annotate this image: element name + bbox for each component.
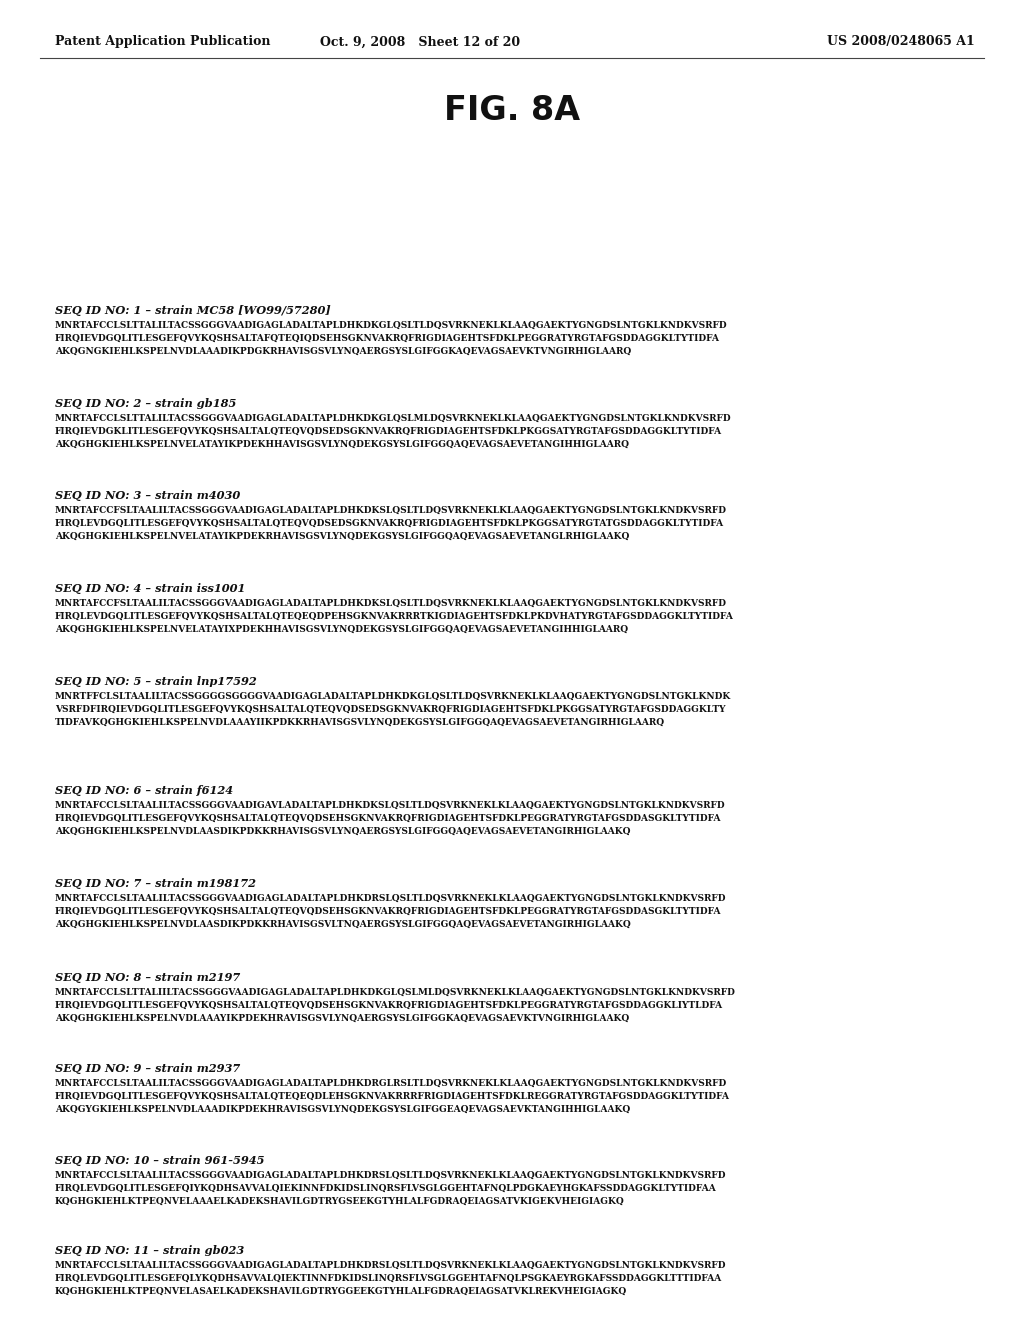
Text: FIRQIEVDGQLITLESGEFQVYKQSHSALTALQTEQVQDSEHSGKNVAKRQFRIGDIAGEHTSFDKLPEGGRATYRGTAF: FIRQIEVDGQLITLESGEFQVYKQSHSALTALQTEQVQDS… xyxy=(55,1001,723,1010)
Text: AKQGHGKIEHLKSPELNVELATAYIKPDEKHHAVISGSVLYNQDEKGSYSLGIFGGQAQEVAGSAEVETANGIHHIGLAA: AKQGHGKIEHLKSPELNVELATAYIKPDEKHHAVISGSVL… xyxy=(55,440,629,449)
Text: MNRTAFCCLSLTTALILTACSSGGGVAADIGAGLADALTAPLDHKDKGLQSLMLDQSVRKNEKLKLAAQGAEKTYGNGDS: MNRTAFCCLSLTTALILTACSSGGGVAADIGAGLADALTA… xyxy=(55,414,731,422)
Text: SEQ ID NO: 4 – strain iss1001: SEQ ID NO: 4 – strain iss1001 xyxy=(55,583,246,594)
Text: SEQ ID NO: 1 – strain MC58 [WO99/57280]: SEQ ID NO: 1 – strain MC58 [WO99/57280] xyxy=(55,305,331,315)
Text: SEQ ID NO: 9 – strain m2937: SEQ ID NO: 9 – strain m2937 xyxy=(55,1063,241,1074)
Text: SEQ ID NO: 11 – strain gb023: SEQ ID NO: 11 – strain gb023 xyxy=(55,1245,245,1257)
Text: AKQGHGKIEHLKSPELNVELATAYIKPDEKRHAVISGSVLYNQDEKGSYSLGIFGGQAQEVAGSAEVETANGLRHIGLAA: AKQGHGKIEHLKSPELNVELATAYIKPDEKRHAVISGSVL… xyxy=(55,532,630,541)
Text: SEQ ID NO: 7 – strain m198172: SEQ ID NO: 7 – strain m198172 xyxy=(55,878,256,888)
Text: AKQGYGKIEHLKSPELNVDLAAADIKPDEKHRAVISGSVLYNQDEKGSYSLGIFGGEAQEVAGSAEVKTANGIHHIGLAA: AKQGYGKIEHLKSPELNVDLAAADIKPDEKHRAVISGSVL… xyxy=(55,1105,630,1114)
Text: AKQGHGKIEHLKSPELNVDLAAAYIKPDEKHRAVISGSVLYNQAERGSYSLGIFGGKAQEVAGSAEVKTVNGIRHIGLAA: AKQGHGKIEHLKSPELNVDLAAAYIKPDEKHRAVISGSVL… xyxy=(55,1014,630,1023)
Text: AKQGHGKIEHLKSPELNVELATAYIXPDEKHHAVISGSVLYNQDEKGSYSLGIFGGQAQEVAGSAEVETANGIHHIGLAA: AKQGHGKIEHLKSPELNVELATAYIXPDEKHHAVISGSVL… xyxy=(55,624,628,634)
Text: MNRTAFCCLSLTAALILTACSSGGGVAADIGAGLADALTAPLDHKDRSLQSLTLDQSVRKNEKLKLAAQGAEKTYGNGDS: MNRTAFCCLSLTAALILTACSSGGGVAADIGAGLADALTA… xyxy=(55,1171,726,1180)
Text: MNRTAFCCLSLTAALILTACSSGGGVAADIGAVLADALTAPLDHKDKSLQSLTLDQSVRKNEKLKLAAQGAEKTYGNGDS: MNRTAFCCLSLTAALILTACSSGGGVAADIGAVLADALTA… xyxy=(55,801,726,810)
Text: Oct. 9, 2008   Sheet 12 of 20: Oct. 9, 2008 Sheet 12 of 20 xyxy=(319,36,520,49)
Text: Patent Application Publication: Patent Application Publication xyxy=(55,36,270,49)
Text: MNRTAFCCLSLTTALILTACSSGGGVAADIGAGLADALTAPLDHKDKGLQSLTLDQSVRKNEKLKLAAQGAEKTYGNGDS: MNRTAFCCLSLTTALILTACSSGGGVAADIGAGLADALTA… xyxy=(55,321,728,330)
Text: FIRQIEVDGQLITLESGEFQVYKQSHSALTALQTEQVQDSEHSGKNVAKRQFRIGDIAGEHTSFDKLPEGGRATYRGTAF: FIRQIEVDGQLITLESGEFQVYKQSHSALTALQTEQVQDS… xyxy=(55,814,722,822)
Text: FIRQLEVDGQLITLESGEFQVYKQSHSALTALQTEQVQDSEDSGKNVAKRQFRIGDIAGEHTSFDKLPKGGSATYRGTAT: FIRQLEVDGQLITLESGEFQVYKQSHSALTALQTEQVQDS… xyxy=(55,519,724,528)
Text: SEQ ID NO: 6 – strain f6124: SEQ ID NO: 6 – strain f6124 xyxy=(55,785,233,796)
Text: FIRQIEVDGQLITLESGEFQVYKQSHSALTAFQTEQIQDSEHSGKNVAKRQFRIGDIAGEHTSFDKLPEGGRATYRGTAF: FIRQIEVDGQLITLESGEFQVYKQSHSALTAFQTEQIQDS… xyxy=(55,334,720,343)
Text: FIG. 8A: FIG. 8A xyxy=(444,94,580,127)
Text: FIRQIEVDGQLITLESGEFQVYKQSHSALTALQTEQVQDSEHSGKNVAKRQFRIGDIAGEHTSFDKLPEGGRATYRGTAF: FIRQIEVDGQLITLESGEFQVYKQSHSALTALQTEQVQDS… xyxy=(55,907,722,916)
Text: MNRTFFCLSLTAALILTACSSGGGGSGGGGVAADIGAGLADALTAPLDHKDKGLQSLTLDQSVRKNEKLKLAAQGAEKTY: MNRTFFCLSLTAALILTACSSGGGGSGGGGVAADIGAGLA… xyxy=(55,692,731,701)
Text: AKQGHGKIEHLKSPELNVDLAASDIKPDKKRHAVISGSVLTNQAERGSYSLGIFGGQAQEVAGSAEVETANGIRHIGLAA: AKQGHGKIEHLKSPELNVDLAASDIKPDKKRHAVISGSVL… xyxy=(55,920,631,929)
Text: FIRQLEVDGQLITLESGEFQIYKQDHSAVVALQIEKINNFDKIDSLINQRSFLVSGLGGEHTAFNQLPDGKAEYHGKAFS: FIRQLEVDGQLITLESGEFQIYKQDHSAVVALQIEKINNF… xyxy=(55,1184,717,1193)
Text: SEQ ID NO: 10 – strain 961-5945: SEQ ID NO: 10 – strain 961-5945 xyxy=(55,1155,264,1166)
Text: FIRQIEVDGQLITLESGEFQVYKQSHSALTALQTEQEQDLEHSGKNVAKRRRFRIGDIAGEHTSFDKLREGGRATYRGTA: FIRQIEVDGQLITLESGEFQVYKQSHSALTALQTEQEQDL… xyxy=(55,1092,730,1101)
Text: TIDFAVKQGHGKIEHLKSPELNVDLAAAYIIKPDKKRHAVISGSVLYNQDEKGSYSLGIFGGQAQEVAGSAEVETANGIR: TIDFAVKQGHGKIEHLKSPELNVDLAAAYIIKPDKKRHAV… xyxy=(55,718,666,727)
Text: MNRTAFCCLSLTAALILTACSSGGGVAADIGAGLADALTAPLDHKDRSLQSLTLDQSVRKNEKLKLAAQGAEKTYGNGDS: MNRTAFCCLSLTAALILTACSSGGGVAADIGAGLADALTA… xyxy=(55,1261,726,1270)
Text: MNRTAFCCLSLTAALILTACSSGGGVAADIGAGLADALTAPLDHKDRGLRSLTLDQSVRKNEKLKLAAQGAEKTYGNGDS: MNRTAFCCLSLTAALILTACSSGGGVAADIGAGLADALTA… xyxy=(55,1078,727,1088)
Text: SEQ ID NO: 8 – strain m2197: SEQ ID NO: 8 – strain m2197 xyxy=(55,972,241,983)
Text: VSRFDFIRQIEVDGQLITLESGEFQVYKQSHSALTALQTEQVQDSEDSGKNVAKRQFRIGDIAGEHTSFDKLPKGGSATY: VSRFDFIRQIEVDGQLITLESGEFQVYKQSHSALTALQTE… xyxy=(55,705,725,714)
Text: AKQGNGKIEHLKSPELNVDLAAADIKPDGKRHAVISGSVLYNQAERGSYSLGIFGGKAQEVAGSAEVKTVNGIRHIGLAA: AKQGNGKIEHLKSPELNVDLAAADIKPDGKRHAVISGSVL… xyxy=(55,347,631,356)
Text: FIRQLEVDGQLITLESGEFQLYKQDHSAVVALQIEKTINNFDKIDSLINQRSFLVSGLGGEHTAFNQLPSGKAEYRGKAF: FIRQLEVDGQLITLESGEFQLYKQDHSAVVALQIEKTINN… xyxy=(55,1274,722,1283)
Text: KQGHGKIEHLKTPEQNVELASAELKADEKSHAVILGDTRYGGEEKGTYHLALFGDRAQEIAGSATVKLREKVHEIGIAGK: KQGHGKIEHLKTPEQNVELASAELKADEKSHAVILGDTRY… xyxy=(55,1287,628,1296)
Text: KQGHGKIEHLKTPEQNVELAAAELKADEKSHAVILGDTRYGSEEKGTYHLALFGDRAQEIAGSATVKIGEKVHEIGIAGK: KQGHGKIEHLKTPEQNVELAAAELKADEKSHAVILGDTRY… xyxy=(55,1197,625,1206)
Text: SEQ ID NO: 3 – strain m4030: SEQ ID NO: 3 – strain m4030 xyxy=(55,490,241,502)
Text: MNRTAFCCFSLTAALILTACSSGGGVAADIGAGLADALTAPLDHKDKSLQSLTLDQSVRKNEKLKLAAQGAEKTYGNGDS: MNRTAFCCFSLTAALILTACSSGGGVAADIGAGLADALTA… xyxy=(55,599,727,609)
Text: MNRTAFCCFSLTAALILTACSSGGGVAADIGAGLADALTAPLDHKDKSLQSLTLDQSVRKNEKLKLAAQGAEKTYGNGDS: MNRTAFCCFSLTAALILTACSSGGGVAADIGAGLADALTA… xyxy=(55,506,727,515)
Text: US 2008/0248065 A1: US 2008/0248065 A1 xyxy=(827,36,975,49)
Text: MNRTAFCCLSLTAALILTACSSGGGVAADIGAGLADALTAPLDHKDRSLQSLTLDQSVRKNEKLKLAAQGAEKTYGNGDS: MNRTAFCCLSLTAALILTACSSGGGVAADIGAGLADALTA… xyxy=(55,894,726,903)
Text: MNRTAFCCLSLTTALIILTACSSGGGVAADIGAGLADALTAPLDHKDKGLQSLMLDQSVRKNEKLKLAAQGAEKTYGNGD: MNRTAFCCLSLTTALIILTACSSGGGVAADIGAGLADALT… xyxy=(55,987,736,997)
Text: SEQ ID NO: 2 – strain gb185: SEQ ID NO: 2 – strain gb185 xyxy=(55,399,237,409)
Text: AKQGHGKIEHLKSPELNVDLAASDIKPDKKRHAVISGSVLYNQAERGSYSLGIFGGQAQEVAGSAEVETANGIRHIGLAA: AKQGHGKIEHLKSPELNVDLAASDIKPDKKRHAVISGSVL… xyxy=(55,828,631,836)
Text: SEQ ID NO: 5 – strain lnp17592: SEQ ID NO: 5 – strain lnp17592 xyxy=(55,676,257,686)
Text: FIRQIEVDGKLITLESGEFQVYKQSHSALTALQTEQVQDSEDSGKNVAKRQFRIGDIAGEHTSFDKLPKGGSATYRGTAF: FIRQIEVDGKLITLESGEFQVYKQSHSALTALQTEQVQDS… xyxy=(55,426,722,436)
Text: FIRQLEVDGQLITLESGEFQVYKQSHSALTALQTEQEQDPEHSGKNVAKRRRTKIGDIAGEHTSFDKLPKDVHATYRGTA: FIRQLEVDGQLITLESGEFQVYKQSHSALTALQTEQEQDP… xyxy=(55,612,734,620)
